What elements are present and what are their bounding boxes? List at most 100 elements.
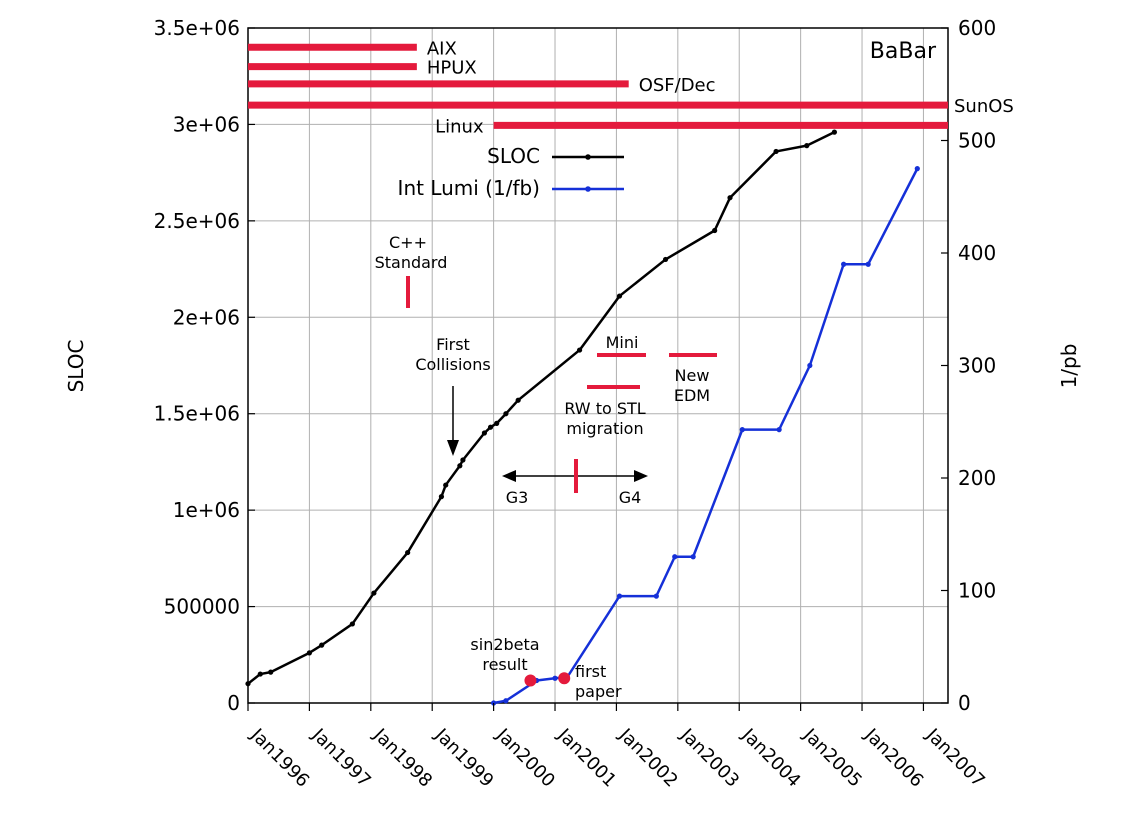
x-tick-label: Jan1998 — [369, 724, 437, 792]
data-point-lumi — [653, 593, 659, 599]
y2-axis-label: 1/pb — [1057, 344, 1081, 389]
legend-label-lumi: Int Lumi (1/fb) — [398, 176, 540, 200]
g4-arrowhead — [634, 470, 648, 482]
x-tick-label: Jan2004 — [737, 724, 805, 792]
platform-label-hpux: HPUX — [427, 58, 477, 79]
y2-tick-label: 0 — [958, 691, 971, 715]
data-point-sloc — [257, 671, 263, 677]
data-point-lumi — [776, 427, 782, 433]
data-point-lumi — [552, 675, 558, 681]
x-tick-label: Jan1996 — [246, 724, 314, 792]
data-series — [245, 129, 920, 706]
data-point-sloc — [576, 347, 583, 353]
y-tick-label: 2.5e+06 — [154, 209, 240, 233]
y-tick-label: 3e+06 — [173, 112, 240, 136]
annotations: C++ Standard First Collisions Mini New E… — [375, 233, 717, 701]
data-point-sloc — [712, 227, 718, 234]
data-point-sloc — [245, 681, 251, 687]
annotation-g4: G4 — [619, 488, 642, 507]
y2-tick-label: 400 — [958, 241, 996, 265]
data-point-lumi — [739, 427, 745, 433]
data-point-sloc — [438, 494, 445, 500]
data-point-lumi — [841, 261, 847, 267]
data-point-lumi — [672, 554, 678, 560]
y2-tick-label: 600 — [958, 16, 996, 40]
series-line-lumi — [493, 168, 919, 705]
annotation-new-edm-line2: EDM — [674, 386, 710, 405]
data-point-sloc — [319, 642, 325, 648]
data-point-sloc — [831, 129, 838, 135]
first-collisions-arrowhead — [447, 440, 459, 456]
first-paper-marker — [558, 672, 571, 685]
data-point-sloc — [443, 482, 449, 488]
data-point-sloc — [487, 424, 494, 430]
data-point-sloc — [616, 293, 623, 299]
y2-tick-label: 300 — [958, 354, 996, 378]
data-point-sloc — [773, 148, 779, 155]
y-tick-label: 1.5e+06 — [154, 402, 240, 426]
y2-tick-label: 200 — [958, 466, 996, 490]
annotation-g3: G3 — [506, 488, 529, 507]
y-axis-label: SLOC — [64, 340, 88, 393]
y-tick-label: 3.5e+06 — [154, 16, 240, 40]
data-point-lumi — [914, 166, 920, 172]
annotation-rw-stl-line2: migration — [566, 419, 643, 438]
annotation-cpp-standard-line2: Standard — [375, 253, 448, 272]
y2-tick-label: 500 — [958, 129, 996, 153]
data-point-lumi — [503, 698, 509, 704]
series-line-sloc — [247, 131, 835, 685]
legend-label-sloc: SLOC — [487, 144, 540, 168]
data-point-sloc — [503, 411, 509, 417]
annotation-first-collisions-line1: First — [436, 335, 470, 354]
annotation-rw-stl-line1: RW to STL — [564, 399, 645, 418]
data-point-lumi — [865, 261, 871, 267]
annotation-mini: Mini — [606, 333, 639, 352]
annotation-first-paper-line2: paper — [575, 682, 622, 701]
y-tick-label: 500000 — [164, 595, 240, 619]
data-point-sloc — [515, 397, 521, 403]
platform-label-linux: Linux — [435, 116, 484, 137]
g3-arrowhead — [502, 470, 516, 482]
platform-label-aix: AIX — [427, 38, 457, 59]
grid-lines — [247, 27, 948, 704]
y-tick-label: 0 — [227, 691, 240, 715]
annotation-first-collisions-line2: Collisions — [415, 355, 490, 374]
x-tick-label: Jan1999 — [430, 724, 498, 792]
sin2beta-marker — [524, 674, 537, 687]
legend-point-sloc — [585, 154, 591, 160]
data-point-sloc — [804, 143, 810, 149]
data-point-sloc — [349, 621, 355, 627]
x-tick-label: Jan2001 — [553, 724, 621, 792]
data-point-sloc — [405, 549, 411, 556]
x-tick-label: Jan2005 — [798, 724, 866, 792]
x-tick-label: Jan2006 — [860, 724, 928, 792]
data-point-sloc — [727, 195, 733, 201]
x-tick-label: Jan2003 — [676, 724, 744, 792]
data-point-sloc — [371, 590, 377, 596]
platform-label-bg — [952, 94, 1028, 117]
data-point-sloc — [481, 430, 488, 436]
x-tick-label: Jan1997 — [307, 724, 375, 792]
data-point-lumi — [807, 362, 813, 369]
data-point-sloc — [494, 420, 500, 426]
annotation-first-paper-line1: first — [575, 662, 606, 681]
data-point-sloc — [306, 650, 313, 656]
data-point-lumi — [616, 593, 623, 599]
x-tick-label: Jan2000 — [491, 724, 559, 792]
data-point-sloc — [457, 463, 463, 469]
data-point-sloc — [268, 669, 274, 675]
y2-tick-label: 100 — [958, 579, 996, 603]
data-point-sloc — [662, 256, 669, 263]
data-point-sloc — [460, 457, 466, 463]
legend-point-lumi — [585, 186, 591, 192]
annotation-sin2beta-line1: sin2beta — [470, 635, 539, 654]
annotation-new-edm-line1: New — [675, 366, 710, 385]
data-point-lumi — [690, 554, 696, 560]
platform-label-osf-dec: OSF/Dec — [639, 75, 716, 96]
legend: SLOC Int Lumi (1/fb) — [398, 144, 624, 200]
platform-label-sunos: SunOS — [954, 96, 1014, 117]
plot-frame — [247, 27, 949, 704]
annotation-sin2beta-line2: result — [482, 655, 527, 674]
